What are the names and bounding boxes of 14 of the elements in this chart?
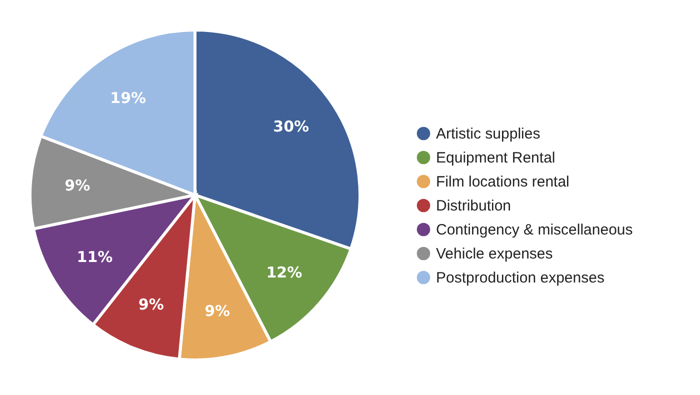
data-label: 9% — [138, 296, 164, 314]
data-label: 30% — [273, 118, 310, 136]
data-label: 12% — [266, 263, 302, 282]
legend-label: Contingency & miscellaneous — [436, 222, 633, 238]
legend-label: Artistic supplies — [436, 126, 540, 142]
legend-label: Distribution — [436, 198, 512, 214]
legend-label: Vehicle expenses — [436, 246, 553, 262]
data-label: 11% — [76, 248, 113, 266]
legend-label: Equipment Rental — [436, 150, 556, 166]
data-label: 19% — [110, 88, 146, 107]
data-label: 9% — [64, 176, 90, 195]
legend-label: Film locations rental — [436, 174, 570, 190]
data-label: 9% — [204, 302, 230, 320]
legend-label: Postproduction expenses — [436, 270, 604, 286]
